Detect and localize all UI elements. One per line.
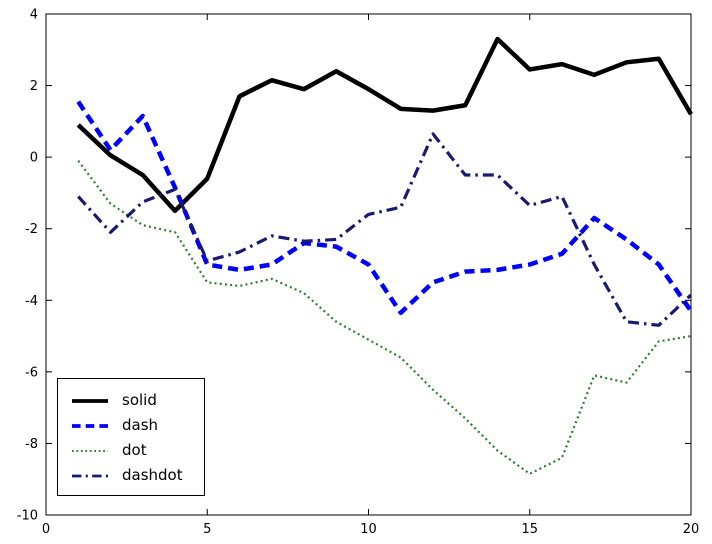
x-tick-label: 0	[42, 522, 50, 537]
x-tick-label: 20	[683, 522, 700, 537]
legend-item: solid	[68, 388, 194, 413]
legend-line-dot-icon	[72, 449, 108, 452]
legend-label: dash	[122, 416, 159, 434]
legend-label: dashdot	[122, 466, 183, 484]
y-tick-label: -8	[25, 437, 38, 452]
y-tick-label: -6	[25, 365, 38, 380]
legend-label: solid	[122, 391, 157, 409]
legend-line-solid-icon	[72, 398, 108, 403]
legend-item: dashdot	[68, 463, 194, 488]
series-line-dot	[77, 160, 692, 475]
legend-line-dash-icon	[72, 423, 108, 428]
series-line-dash	[76, 100, 693, 316]
y-tick-label: -2	[25, 222, 38, 237]
y-tick-label: -10	[17, 509, 38, 524]
series-line-solid	[76, 36, 693, 214]
x-tick-label: 15	[521, 522, 538, 537]
y-tick-label: -4	[25, 294, 38, 309]
y-tick-label: 2	[30, 79, 38, 94]
x-tick-label: 5	[203, 522, 211, 537]
legend-item: dash	[68, 413, 194, 438]
x-tick-label: 10	[360, 522, 377, 537]
y-tick-label: 4	[30, 8, 38, 23]
y-tick-label: 0	[30, 151, 38, 166]
legend-label: dot	[122, 441, 147, 459]
legend-line-dashdot-icon	[72, 474, 108, 477]
legend: solid dash dot dashdot	[57, 378, 205, 496]
legend-item: dot	[68, 438, 194, 463]
